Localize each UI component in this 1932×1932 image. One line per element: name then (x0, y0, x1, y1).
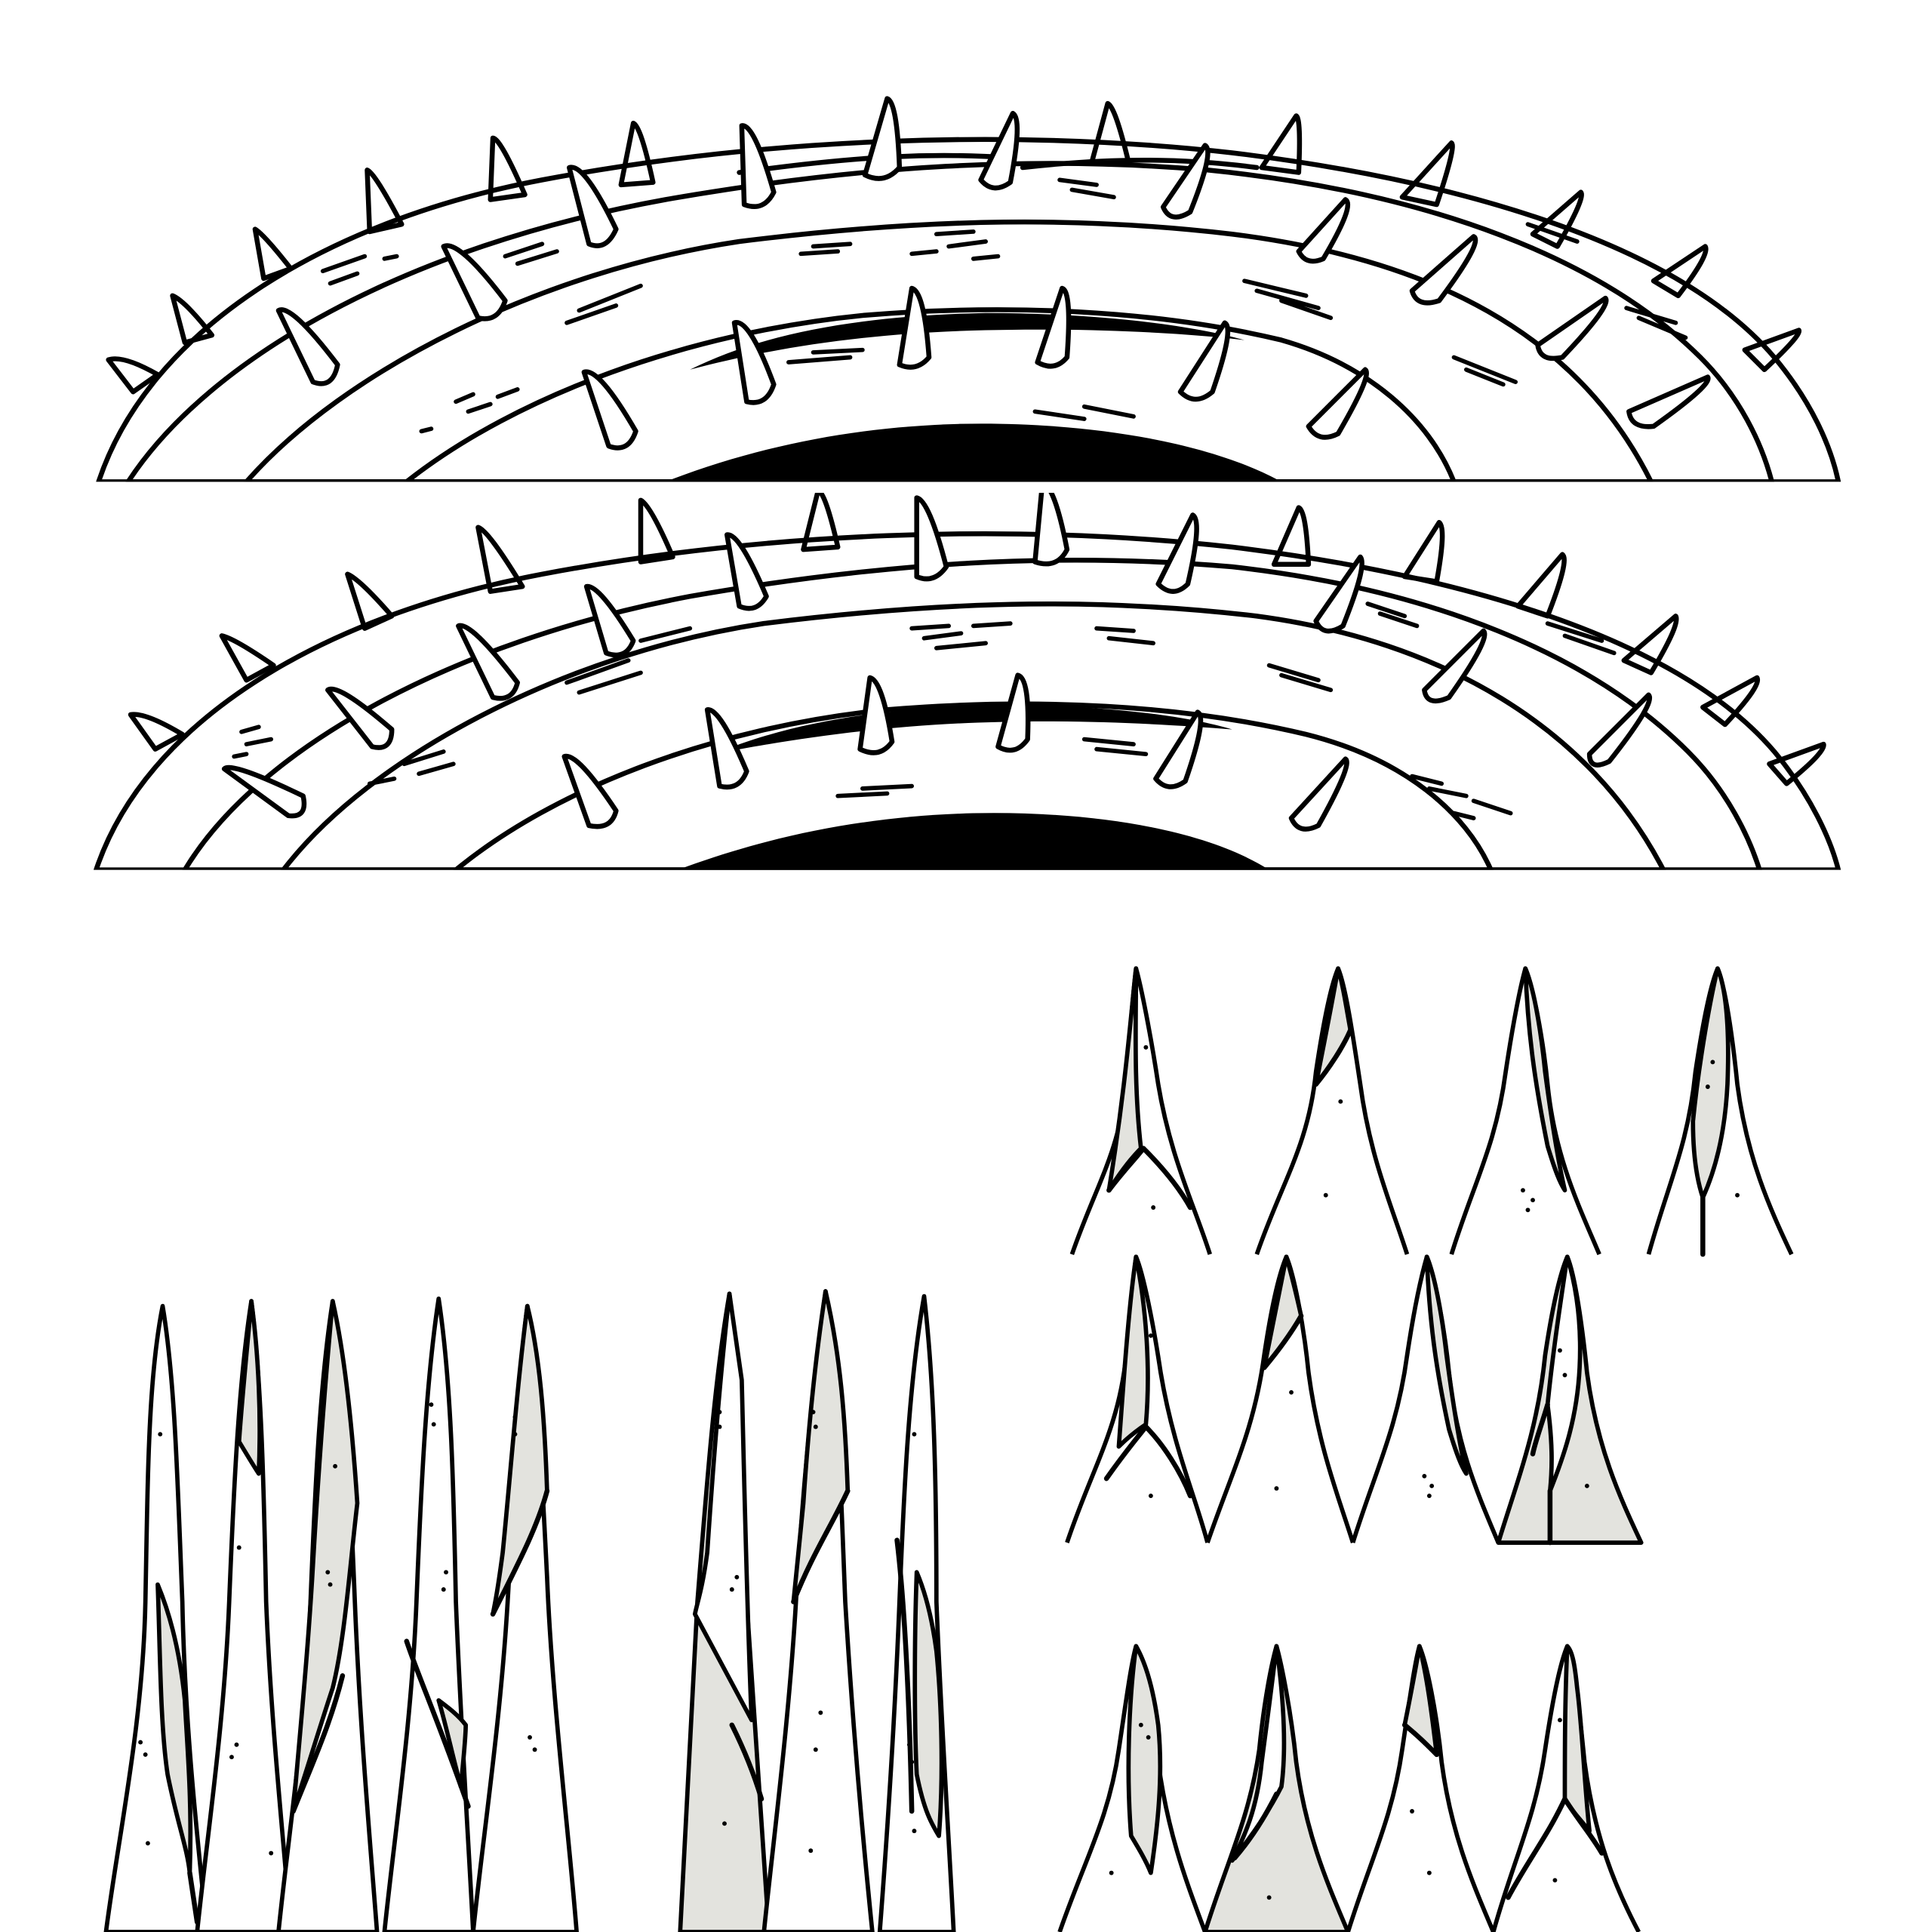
long-fangs-group-b (680, 1291, 953, 1932)
